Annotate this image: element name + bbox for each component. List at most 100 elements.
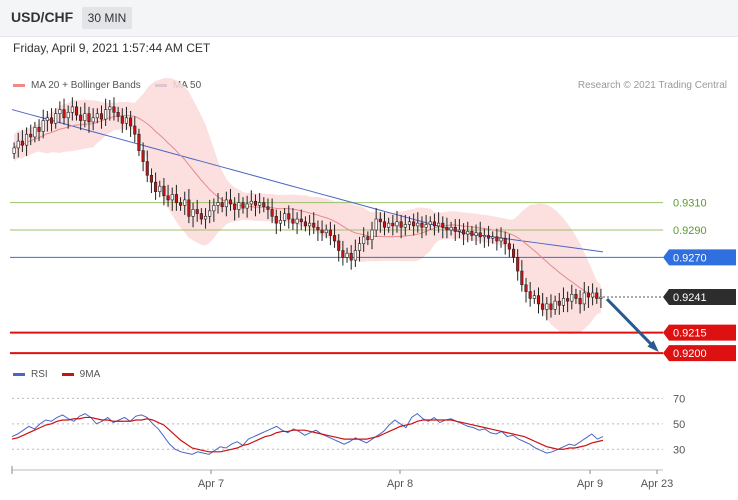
legend-rsi-label: RSI	[31, 369, 48, 380]
candle	[516, 249, 520, 281]
candle-body	[566, 298, 570, 302]
candle-body	[412, 221, 416, 227]
candle-body	[137, 133, 141, 151]
candle	[195, 199, 199, 222]
candle-body	[507, 243, 511, 250]
candle	[29, 124, 33, 146]
forecast-arrow-line	[605, 298, 658, 351]
candle-body	[382, 221, 387, 228]
candle-body	[557, 300, 561, 306]
candle-body	[33, 127, 37, 138]
candle-body	[228, 199, 233, 205]
candle-body	[158, 185, 162, 192]
candle	[220, 197, 224, 213]
candle-body	[191, 209, 195, 217]
candle	[478, 221, 482, 244]
candle	[83, 102, 87, 128]
candle-body	[25, 133, 29, 146]
candle	[41, 109, 45, 139]
support-2-label: 0.9200	[673, 348, 707, 360]
symbol-label: USD/CHF	[11, 9, 74, 25]
rsi-line	[11, 413, 604, 455]
time-axis: Apr 7 Apr 8 Apr 9 Apr 23	[11, 466, 673, 490]
candle-body	[299, 218, 303, 223]
candle-body	[154, 181, 158, 192]
candle-body	[578, 298, 582, 305]
candle	[570, 284, 574, 310]
timeframe-button[interactable]: 30 MIN	[82, 7, 132, 29]
candle	[91, 108, 95, 131]
candle-body	[349, 252, 353, 261]
candle	[432, 213, 436, 236]
candle-body	[108, 106, 112, 110]
candle	[536, 287, 541, 314]
candle	[20, 130, 24, 152]
candle-body	[491, 236, 495, 239]
rsi-legend: RSI 9MA	[13, 369, 114, 380]
pivot-tag	[663, 249, 736, 266]
candle-body	[258, 202, 262, 206]
rsi-ma-line	[11, 416, 604, 453]
candle-body	[41, 120, 45, 132]
candle-body	[79, 114, 83, 121]
candle-body	[116, 112, 120, 117]
rsi-ma-swatch	[61, 373, 74, 376]
candle	[416, 212, 420, 233]
support-1-tag	[663, 324, 736, 341]
x-tick-label: Apr 23	[641, 478, 673, 490]
candle-body	[370, 229, 374, 240]
candle-body	[437, 222, 441, 227]
candle	[520, 260, 524, 292]
candle	[162, 178, 166, 206]
legend-rsi-ma: 9MA	[61, 369, 100, 380]
candle-body	[283, 213, 287, 221]
candle	[362, 227, 366, 252]
candle	[133, 116, 137, 143]
candle-body	[20, 140, 24, 146]
candle-body	[445, 226, 449, 231]
candle	[54, 108, 58, 129]
candle-body	[341, 250, 345, 258]
candle	[407, 216, 412, 230]
candle-body	[486, 235, 491, 239]
last-price-label: 0.9241	[673, 292, 707, 304]
candle	[241, 197, 245, 214]
candle-body	[561, 298, 566, 306]
candle	[574, 288, 578, 304]
candle-body	[320, 229, 324, 234]
bollinger-band	[14, 77, 601, 335]
candle-body	[420, 222, 424, 228]
legend-rsi: RSI	[13, 369, 48, 380]
candle	[308, 214, 312, 236]
top-bar: USD/CHF 30 MIN	[0, 0, 738, 37]
price-panel: 0.9310 0.9290 0.9270 0.9241 0.9215 0.9200	[10, 77, 736, 362]
candle	[566, 291, 570, 313]
candle-body	[520, 270, 524, 286]
candle-body	[466, 231, 470, 235]
candle	[291, 208, 295, 230]
candle-body	[312, 222, 316, 228]
candle-body	[183, 199, 187, 206]
candle	[312, 212, 316, 235]
candle-body	[199, 213, 203, 220]
candle	[158, 180, 162, 198]
candle	[486, 225, 491, 247]
candle-body	[270, 209, 274, 217]
candle	[203, 208, 208, 229]
candle	[191, 202, 195, 228]
candle-body	[237, 202, 241, 210]
candle	[179, 197, 183, 211]
candle-body	[432, 221, 436, 227]
candle	[166, 184, 170, 207]
candle-body	[224, 199, 228, 208]
candle-body	[99, 113, 104, 120]
candle	[412, 213, 416, 236]
candle-body	[449, 226, 453, 231]
candle-body	[553, 300, 557, 310]
candle-body	[345, 252, 349, 258]
x-tick-label: Apr 9	[577, 478, 603, 490]
candle	[212, 198, 216, 222]
legend-ma20-label: MA 20 + Bollinger Bands	[31, 80, 141, 91]
candle-body	[104, 109, 108, 120]
